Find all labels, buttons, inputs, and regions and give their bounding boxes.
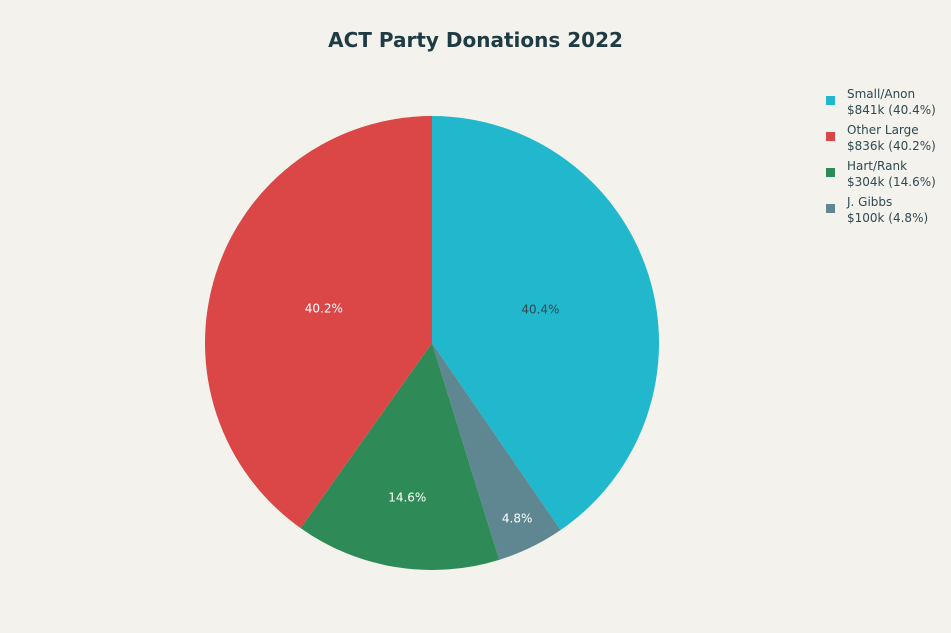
legend-label: Other Large bbox=[847, 123, 919, 137]
legend-label: J. Gibbs bbox=[847, 195, 893, 209]
legend-label: Small/Anon bbox=[847, 87, 916, 101]
slice-label: 4.8% bbox=[502, 512, 533, 526]
slice-label: 40.4% bbox=[521, 302, 559, 316]
pie-slice-j-gibbs[interactable] bbox=[432, 343, 561, 560]
legend-swatch bbox=[826, 168, 835, 177]
legend-text: Small/Anon $841k (40.4%) bbox=[847, 86, 936, 118]
legend-swatch bbox=[826, 96, 835, 105]
legend-text: J. Gibbs $100k (4.8%) bbox=[847, 194, 928, 226]
legend-item[interactable]: J. Gibbs $100k (4.8%) bbox=[826, 194, 936, 226]
legend-value: $304k (14.6%) bbox=[847, 175, 936, 189]
slice-label: 14.6% bbox=[388, 491, 426, 505]
legend-text: Other Large $836k (40.2%) bbox=[847, 122, 936, 154]
legend-item[interactable]: Other Large $836k (40.2%) bbox=[826, 122, 936, 154]
pie-slice-hart-rank[interactable] bbox=[300, 343, 500, 570]
legend-value: $836k (40.2%) bbox=[847, 139, 936, 153]
legend-swatch bbox=[826, 132, 835, 141]
legend-item[interactable]: Hart/Rank $304k (14.6%) bbox=[826, 158, 936, 190]
chart-title: ACT Party Donations 2022 bbox=[328, 28, 623, 52]
slice-label: 40.2% bbox=[305, 302, 343, 316]
legend-value: $100k (4.8%) bbox=[847, 211, 929, 225]
pie-slice-small-anon[interactable] bbox=[432, 116, 659, 531]
legend: Small/Anon $841k (40.4%) Other Large $836k … bbox=[826, 86, 936, 230]
legend-value: $841k (40.4%) bbox=[847, 103, 936, 117]
legend-label: Hart/Rank bbox=[847, 159, 908, 173]
legend-text: Hart/Rank $304k (14.6%) bbox=[847, 158, 936, 190]
legend-item[interactable]: Small/Anon $841k (40.4%) bbox=[826, 86, 936, 118]
pie-slice-other-large[interactable] bbox=[205, 116, 432, 529]
legend-swatch bbox=[826, 204, 835, 213]
